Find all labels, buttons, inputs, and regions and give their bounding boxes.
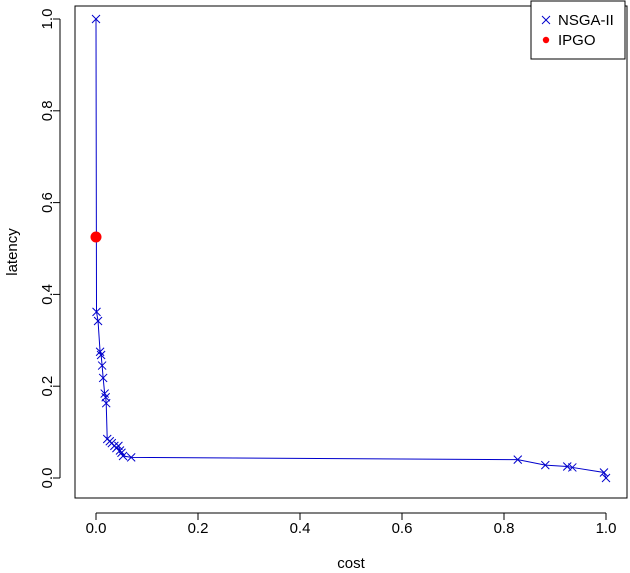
legend: NSGA-II IPGO xyxy=(530,0,626,60)
y-tick-label: 0.6 xyxy=(39,192,56,213)
x-tick-label: 1.0 xyxy=(596,520,617,537)
x-axis-label: cost xyxy=(337,555,365,572)
data-point-nsga-ii xyxy=(513,455,523,464)
x-tick-label: 0.6 xyxy=(392,520,413,537)
data-point-nsga-ii xyxy=(97,361,107,370)
legend-marker-nsga-ii xyxy=(541,15,551,25)
data-point-nsga-ii xyxy=(114,441,123,451)
legend-label: IPGO xyxy=(558,32,596,49)
data-point-nsga-ii xyxy=(540,460,550,470)
plot-frame xyxy=(74,5,628,499)
data-point-nsga-ii xyxy=(95,347,105,357)
x-tick-label: 0.4 xyxy=(290,520,311,537)
data-point-nsga-ii xyxy=(599,468,609,477)
legend-box xyxy=(530,0,626,60)
data-point-nsga-ii xyxy=(601,473,611,483)
axes-layer: 0.0 0.2 0.4 0.6 0.8 1.0 0.0 0.2 0.4 0.6 0.8 1.0 cost… xyxy=(4,5,628,572)
plot-layer xyxy=(90,14,611,483)
data-point-nsga-ii xyxy=(93,316,103,326)
y-tick-label: 0.8 xyxy=(39,100,56,121)
y-tick-label: 0.2 xyxy=(39,376,56,397)
legend-marker-ipgo xyxy=(542,36,550,44)
y-axis-label: latency xyxy=(4,228,21,276)
y-tick-label: 0.4 xyxy=(39,284,56,305)
series-line-nsga-ii xyxy=(95,18,607,479)
y-tick-label: 0.0 xyxy=(39,468,56,489)
x-tick-label: 0.2 xyxy=(188,520,209,537)
data-point-nsga-ii xyxy=(92,307,101,317)
y-tick-label: 1.0 xyxy=(39,9,56,30)
data-point-nsga-ii xyxy=(115,446,125,455)
data-point-nsga-ii xyxy=(118,451,128,461)
data-point-nsga-ii xyxy=(117,448,126,458)
data-point-ipgo xyxy=(90,231,102,243)
data-point-nsga-ii xyxy=(126,452,136,462)
x-tick-label: 0.0 xyxy=(86,520,107,537)
x-tick-label: 0.8 xyxy=(494,520,515,537)
data-point-nsga-ii xyxy=(101,398,111,408)
data-point-nsga-ii xyxy=(567,463,577,472)
data-point-nsga-ii xyxy=(91,14,101,24)
data-point-nsga-ii xyxy=(98,373,108,383)
data-point-nsga-ii xyxy=(96,350,106,360)
legend-label: NSGA-II xyxy=(558,12,614,29)
